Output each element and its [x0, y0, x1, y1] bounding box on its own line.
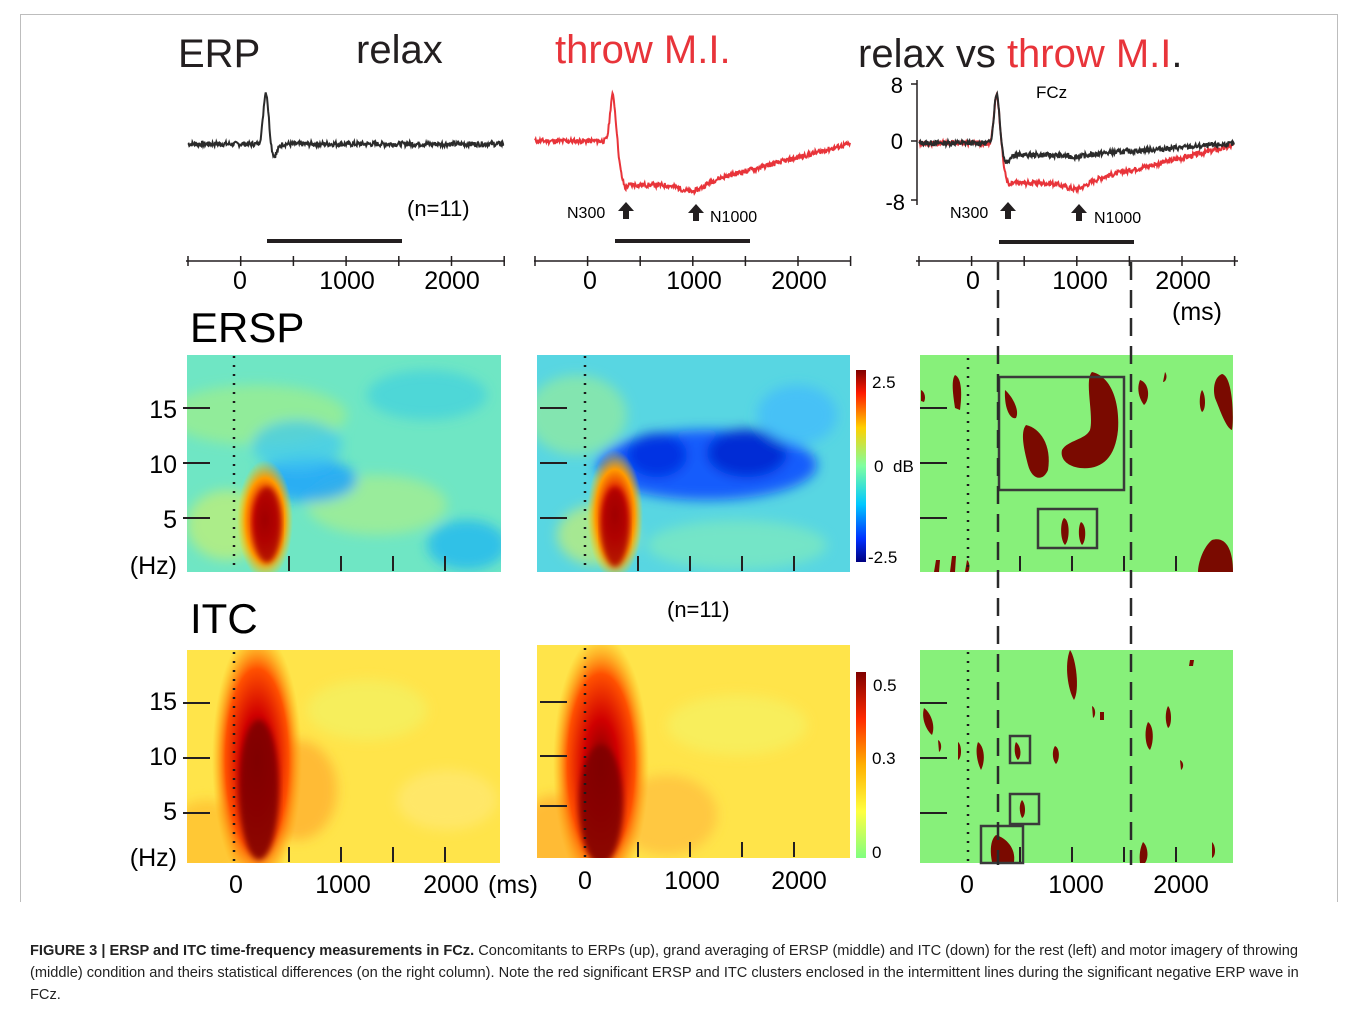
itc-title: ITC — [190, 595, 258, 642]
x-tick-label: 0 — [960, 871, 974, 899]
x-tick-label: 2000 — [771, 867, 827, 895]
x-tick-label: 0 — [229, 871, 243, 899]
erp-relax-trace — [918, 90, 1235, 165]
tf-ticks — [183, 356, 1177, 862]
ersp-scale-max: 2.5 — [872, 373, 896, 392]
n1000-label: N1000 — [1094, 210, 1141, 227]
freq-tick-label: 15 — [149, 688, 177, 716]
erp-title: ERP — [178, 32, 260, 76]
erp-throw-trace — [534, 89, 851, 196]
x-tick-label: 2000 — [1153, 871, 1209, 899]
erp-n-label: (n=11) — [407, 196, 470, 221]
y-tick-label: -8 — [885, 190, 905, 215]
n300-label: N300 — [950, 205, 988, 222]
caption-body: Concomitants to ERPs (up), grand averagi… — [30, 943, 1299, 1003]
relax-vs-label: relax vs — [858, 32, 1007, 76]
x-tick-label: 1000 — [666, 267, 722, 295]
ersp-scale-min: -2.5 — [868, 548, 897, 567]
erp-relax-panel: (n=11) 0 1000 2000 — [186, 92, 505, 295]
channel-label: FCz — [1036, 83, 1067, 102]
ersp-stats-map — [920, 355, 1233, 572]
x-tick-label: 1000 — [1048, 871, 1104, 899]
n1000-arrow-icon — [688, 204, 704, 221]
title-period: . — [1171, 32, 1182, 76]
x-tick-label: 1000 — [315, 871, 371, 899]
ersp-colorbar — [856, 370, 866, 562]
throw-vs-label: throw M.I — [1007, 32, 1171, 76]
erp-relax-trace — [187, 92, 505, 159]
y-tick-label: 8 — [891, 73, 903, 98]
erp-axis-ticks — [534, 256, 852, 266]
erp-compare-panel: 8 0 -8 FCz N300 N1000 0 1000 2000 (ms) — [885, 73, 1238, 326]
x-tick-label: 2000 — [424, 267, 480, 295]
ersp-relax-map — [187, 355, 501, 572]
freq-tick-label: 5 — [163, 506, 177, 534]
freq-tick-label: 10 — [149, 743, 177, 771]
x-unit-label: (ms) — [1172, 298, 1222, 326]
n300-label: N300 — [567, 205, 605, 222]
freq-unit-label: (Hz) — [130, 552, 177, 580]
freq-unit-label: (Hz) — [130, 844, 177, 872]
ersp-title: ERSP — [190, 304, 304, 351]
x-tick-label: 2000 — [423, 871, 479, 899]
x-tick-label: 1000 — [1052, 267, 1108, 295]
cluster-box — [979, 824, 1025, 865]
cluster-box — [1008, 792, 1041, 826]
tf-n-label: (n=11) — [667, 597, 730, 622]
x-unit-label: (ms) — [488, 871, 538, 899]
ersp-scale-mid: 0 — [874, 457, 883, 476]
relax-vs-title: relax vs throw M.I. — [858, 32, 1183, 76]
freq-tick-label: 10 — [149, 451, 177, 479]
x-tick-label: 0 — [233, 267, 247, 295]
itc-scale-mid: 0.3 — [872, 749, 896, 768]
freq-tick-label: 15 — [149, 396, 177, 424]
figure-frame — [20, 14, 1338, 902]
x-tick-label: 1000 — [319, 267, 375, 295]
x-tick-label: 1000 — [664, 867, 720, 895]
x-tick-label: 2000 — [771, 267, 827, 295]
x-tick-label: 0 — [583, 267, 597, 295]
n1000-arrow-icon — [1071, 204, 1087, 221]
y-tick-label: 0 — [891, 129, 903, 154]
itc-scale-max: 0.5 — [873, 676, 897, 695]
figure-caption: FIGURE 3 | ERSP and ITC time-frequency m… — [30, 940, 1330, 1006]
itc-scale-min: 0 — [872, 843, 881, 862]
itc-throw-map — [537, 645, 850, 858]
itc-colorbar — [856, 672, 866, 858]
x-tick-label: 0 — [966, 267, 980, 295]
n300-arrow-icon — [1000, 202, 1016, 219]
n1000-label: N1000 — [710, 209, 757, 226]
ersp-scale-unit: dB — [893, 457, 914, 476]
cluster-box — [1008, 734, 1032, 765]
ersp-throw-map — [537, 355, 850, 572]
throw-title: throw M.I. — [555, 28, 731, 72]
erp-axis-ticks — [187, 256, 505, 266]
itc-relax-map — [187, 650, 500, 863]
freq-tick-label: 5 — [163, 798, 177, 826]
relax-title: relax — [356, 28, 443, 72]
x-tick-label: 0 — [578, 867, 592, 895]
n300-arrow-icon — [618, 202, 634, 219]
erp-throw-panel: N300 N1000 0 1000 2000 — [534, 89, 852, 295]
figure-3: ERP relax throw M.I. relax vs throw M.I.… — [130, 28, 1238, 899]
itc-stats-map — [920, 650, 1233, 865]
erp-axis-ticks — [918, 256, 1236, 266]
cluster-box — [1036, 507, 1099, 550]
x-tick-label: 2000 — [1155, 267, 1211, 295]
caption-heading: FIGURE 3 | ERSP and ITC time-frequency m… — [30, 943, 475, 959]
